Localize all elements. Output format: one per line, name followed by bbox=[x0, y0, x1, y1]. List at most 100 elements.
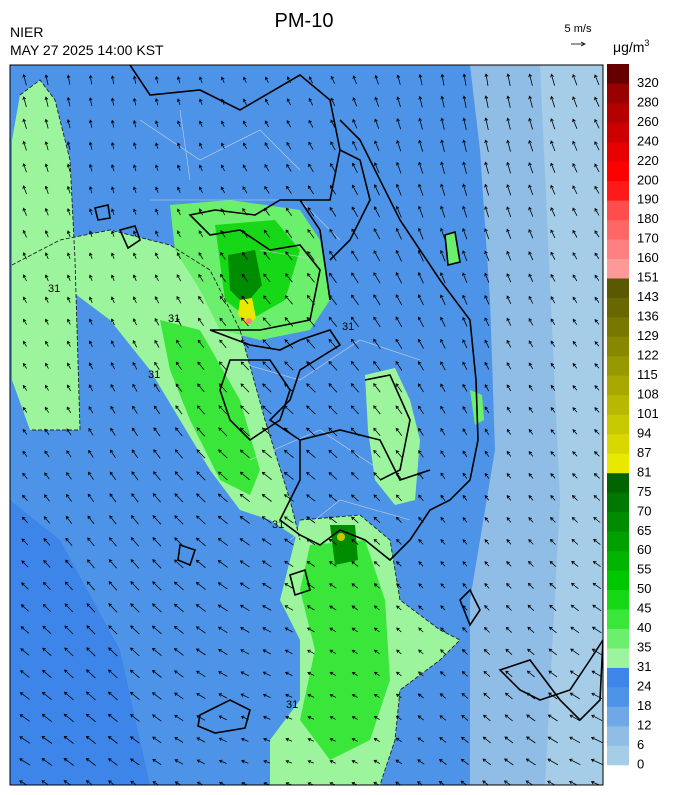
wind-arrow bbox=[550, 184, 556, 195]
colorbar-box bbox=[607, 64, 629, 84]
colorbar-box bbox=[607, 648, 629, 668]
wind-arrow bbox=[594, 363, 600, 369]
wind-arrow bbox=[41, 780, 50, 785]
wind-arrow bbox=[462, 383, 468, 392]
colorbar-label: 101 bbox=[637, 406, 659, 421]
wind-arrow bbox=[550, 118, 556, 130]
wind-arrow bbox=[547, 758, 559, 766]
wind-arrow bbox=[528, 406, 534, 413]
wind-arrow bbox=[198, 252, 204, 260]
wind-arrow bbox=[89, 274, 93, 281]
wind-arrow bbox=[395, 516, 402, 523]
wind-arrow bbox=[440, 627, 446, 633]
colorbar-box bbox=[607, 200, 629, 221]
wind-arrow bbox=[22, 472, 28, 479]
colorbar-box bbox=[607, 219, 629, 240]
wind-arrow bbox=[152, 515, 162, 525]
wind-arrow bbox=[284, 538, 294, 546]
wind-arrow bbox=[153, 449, 161, 459]
wind-arrow bbox=[484, 205, 490, 218]
wind-arrow bbox=[65, 515, 73, 524]
wind-arrow bbox=[41, 758, 53, 766]
wind-arrow bbox=[417, 249, 424, 262]
wind-arrow bbox=[572, 185, 578, 195]
wind-arrow bbox=[418, 405, 424, 415]
wind-arrow bbox=[528, 139, 534, 152]
wind-arrow bbox=[88, 471, 94, 480]
wind-arrow bbox=[45, 296, 49, 303]
colorbar-label: 320 bbox=[637, 75, 659, 90]
wind-arrow bbox=[63, 713, 74, 723]
wind-arrow bbox=[111, 230, 115, 237]
wind-arrow bbox=[329, 583, 337, 589]
wind-arrow bbox=[330, 184, 336, 195]
wind-arrow bbox=[352, 140, 358, 151]
wind-arrow bbox=[352, 118, 358, 129]
wind-arrow bbox=[108, 603, 118, 613]
wind-arrow bbox=[572, 162, 578, 173]
wind-arrow bbox=[176, 296, 182, 304]
wind-arrow bbox=[395, 205, 402, 218]
wind-arrow bbox=[22, 450, 28, 457]
wind-arrow bbox=[132, 274, 137, 282]
wind-arrow bbox=[44, 472, 50, 480]
wind-arrow bbox=[22, 494, 28, 501]
wind-arrow bbox=[351, 561, 359, 567]
wind-arrow bbox=[129, 714, 140, 722]
wind-arrow bbox=[506, 161, 511, 174]
colorbar-label: 35 bbox=[637, 640, 651, 655]
wind-arrow bbox=[440, 249, 446, 262]
colorbar-box bbox=[607, 531, 629, 552]
wind-arrow bbox=[285, 715, 293, 720]
wind-arrow bbox=[594, 141, 600, 151]
wind-arrow bbox=[373, 316, 381, 328]
wind-arrow bbox=[88, 141, 93, 150]
wind-arrow bbox=[111, 274, 115, 281]
wind-arrow bbox=[109, 493, 117, 503]
wind-arrow bbox=[550, 473, 556, 479]
wind-arrow bbox=[109, 515, 117, 525]
wind-arrow bbox=[86, 581, 96, 591]
wind-arrow bbox=[177, 98, 181, 106]
wind-arrow bbox=[417, 715, 424, 721]
wind-arrow bbox=[155, 230, 159, 238]
wind-arrow bbox=[484, 384, 490, 392]
wind-arrow bbox=[175, 361, 183, 371]
wind-arrow bbox=[217, 604, 228, 612]
wind-arrow bbox=[373, 693, 380, 698]
wind-arrow bbox=[439, 671, 446, 677]
wind-arrow bbox=[395, 759, 403, 765]
wind-arrow bbox=[88, 406, 94, 414]
wind-arrow bbox=[373, 427, 381, 437]
wind-arrow bbox=[19, 780, 28, 785]
wind-arrow bbox=[286, 163, 292, 172]
wind-arrow bbox=[329, 671, 336, 676]
wind-arrow bbox=[462, 472, 468, 479]
wind-arrow bbox=[154, 361, 160, 370]
wind-arrow bbox=[240, 405, 250, 415]
wind-arrow bbox=[198, 295, 204, 304]
wind-arrow bbox=[221, 76, 225, 83]
wind-arrow bbox=[373, 449, 381, 458]
wind-arrow bbox=[89, 230, 93, 238]
wind-arrow bbox=[176, 317, 182, 326]
wind-arrow bbox=[329, 694, 336, 698]
wind-arrow bbox=[307, 716, 315, 720]
wind-arrow bbox=[174, 537, 184, 547]
colorbar-label: 220 bbox=[637, 153, 659, 168]
wind-arrow bbox=[44, 450, 50, 458]
wind-arrow bbox=[110, 449, 116, 459]
wind-arrow bbox=[218, 427, 228, 437]
wind-arrow bbox=[418, 183, 424, 196]
wind-arrow bbox=[241, 317, 249, 327]
wind-arrow bbox=[155, 186, 159, 193]
wind-arrow bbox=[218, 383, 227, 393]
wind-arrow bbox=[594, 96, 600, 107]
wind-arrow bbox=[131, 493, 139, 503]
contour-label: 31 bbox=[148, 369, 160, 381]
wind-arrow bbox=[88, 427, 94, 436]
wind-arrow bbox=[418, 161, 424, 174]
wind-arrow bbox=[438, 781, 446, 785]
wind-arrow bbox=[89, 296, 93, 303]
wind-arrow bbox=[218, 361, 227, 371]
